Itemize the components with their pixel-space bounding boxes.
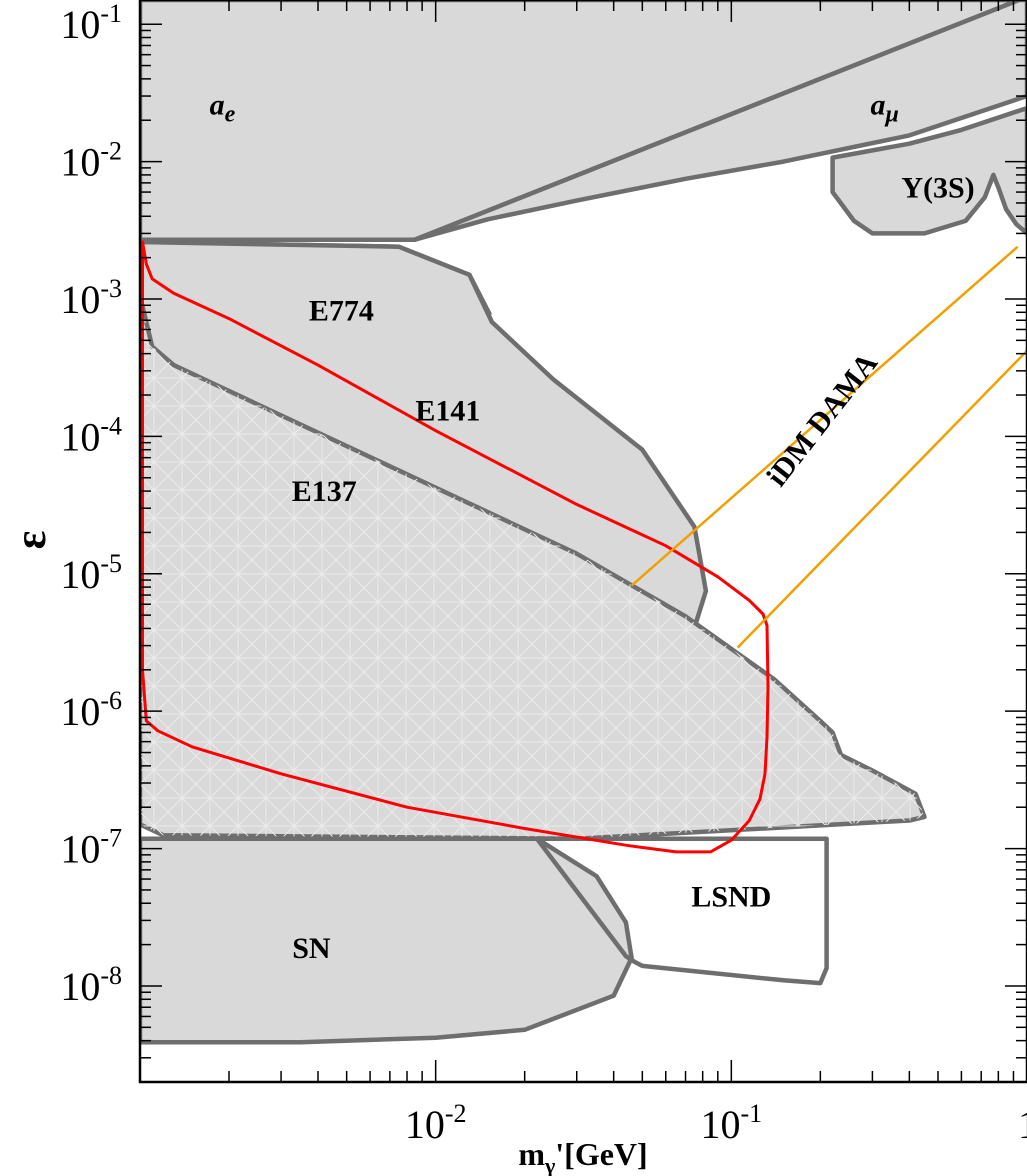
x-tick-label: 10-1 [700, 1099, 762, 1147]
y-tick-label: 10-8 [60, 961, 122, 1009]
region-e137-hatch [140, 296, 925, 839]
label-ae: ae [210, 89, 236, 128]
exclusion-regions [140, 0, 1027, 1045]
y-tick-label: 10-2 [60, 137, 122, 185]
x-axis-title: mγ'[GeV] [518, 1136, 647, 1176]
y-tick-label: 10-4 [60, 411, 122, 459]
axis-ticks [139, 0, 1027, 1083]
y-tick-label: 10-7 [60, 824, 122, 872]
y-tick-label: 10-1 [60, 0, 122, 47]
label-idm-dama: iDM DAMA [760, 347, 884, 493]
series-idm-upper [736, 349, 1027, 649]
plot-frame [138, 0, 1027, 1084]
label-upsilon: Υ(3S) [901, 171, 974, 204]
region-sn [140, 836, 634, 1045]
y-axis-title: ε [6, 531, 55, 550]
x-tick-label: 1 [1018, 1102, 1027, 1147]
y-tick-label: 10-5 [60, 549, 122, 597]
y-tick-label: 10-3 [60, 274, 122, 322]
data-series [141, 240, 1027, 854]
label-e141: E141 [415, 395, 480, 428]
label-lsnd: LSND [691, 880, 771, 913]
plot-area: ae aμ Υ(3S) E774 E141 E137 LSND SN iDM DAMA [140, 0, 1027, 1045]
series-idm-lower [630, 245, 1019, 587]
label-e137: E137 [292, 475, 357, 508]
label-sn: SN [292, 932, 331, 965]
region-lsnd [534, 836, 829, 986]
label-amu: aμ [870, 89, 898, 128]
series-red [141, 240, 770, 854]
region-amu [412, 0, 1027, 242]
y-tick-label: 10-6 [60, 686, 122, 734]
region-upsilon [830, 105, 1027, 236]
tick-labels: 10-2 10-1 1 10-1 10-2 10-3 10-4 10-5 10-6 10-7 10-… [60, 0, 1027, 1147]
x-tick-label: 10-2 [405, 1099, 467, 1147]
label-e774: E774 [309, 294, 374, 327]
